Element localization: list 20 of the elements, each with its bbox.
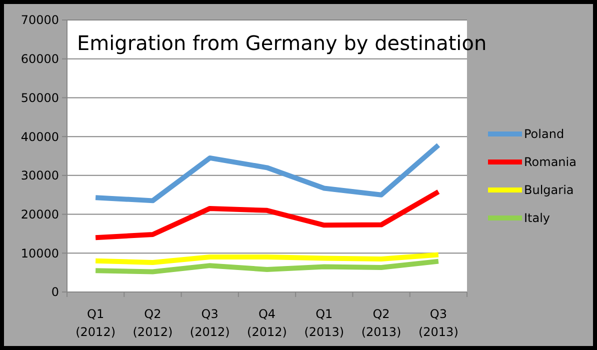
x-tick-label: Q1 (2013): [304, 307, 344, 339]
y-tick-label: 60000: [20, 52, 59, 66]
x-tick-label: Q3 (2012): [190, 307, 230, 339]
text: Emigration from Germany by destination: [77, 31, 487, 55]
y-tick-label: 50000: [20, 90, 59, 105]
y-tick-label: 40000: [20, 130, 59, 144]
x-tick-label: Q3 (2013): [418, 307, 458, 339]
y-tick-label: 0: [51, 285, 59, 300]
x-tick-label: Q1 (2012): [76, 307, 116, 339]
legend-label: Romania: [524, 155, 576, 170]
x-tick-label: Q4 (2012): [247, 307, 287, 339]
y-tick-label: 20000: [20, 207, 59, 222]
x-tick-label: Q2 (2012): [132, 307, 173, 339]
legend-label: Poland: [524, 127, 564, 142]
y-tick-label: 10000: [20, 246, 59, 260]
y-tick-label: 30000: [20, 168, 59, 183]
legend-label: Bulgaria: [524, 183, 574, 198]
x-tick-label: Q2 (2013): [361, 307, 402, 339]
y-tick-label: 70000: [20, 13, 59, 28]
legend-label: Italy: [524, 211, 550, 226]
